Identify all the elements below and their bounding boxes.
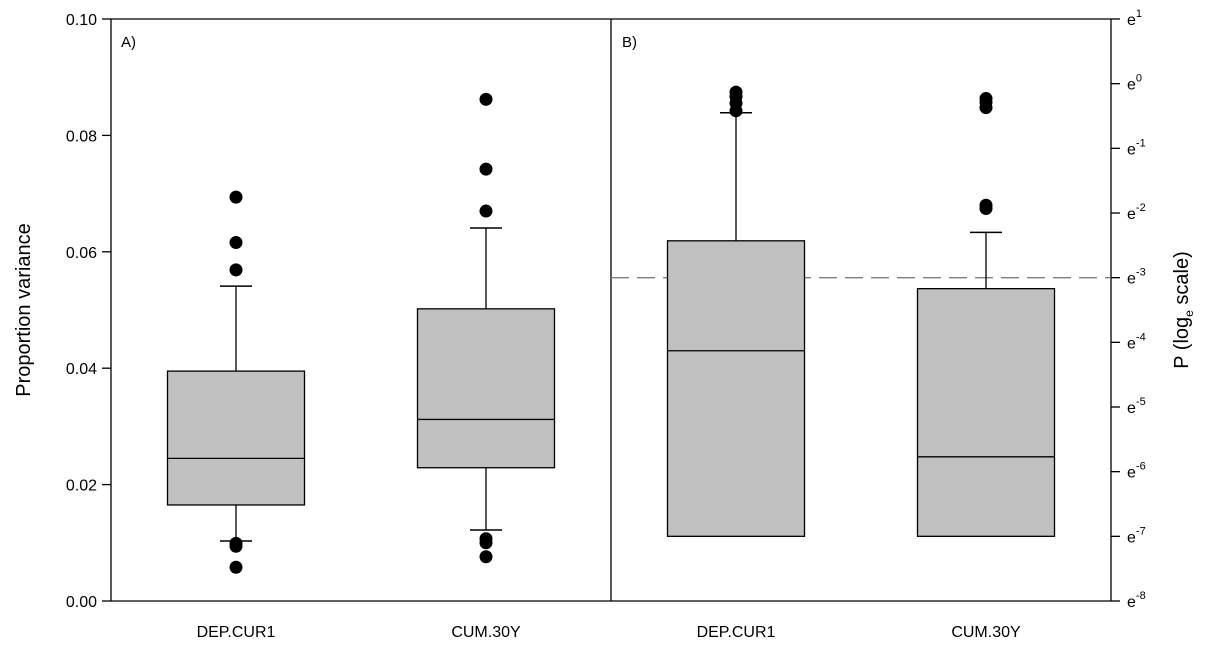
dep-a-outlier-point xyxy=(479,92,493,106)
right-tick-label: e-2 xyxy=(1127,202,1146,223)
right-tick-label: e-1 xyxy=(1127,137,1146,158)
dep-a-box xyxy=(166,370,306,506)
right-tick-label: e-3 xyxy=(1127,267,1146,288)
panel-a: 0.00 0.02 0.04 0.06 0.08 0.10 Proportion varia… xyxy=(13,12,1111,641)
right-tick-exponent: -5 xyxy=(1136,396,1146,408)
panel-b-box xyxy=(666,240,806,537)
dep-a-outlier-point xyxy=(229,560,243,574)
right-tick-base: e xyxy=(1127,465,1136,482)
y-tick-label: 0.00 xyxy=(66,594,97,611)
right-tick-base: e xyxy=(1127,271,1136,288)
y-axis-title: Proportion variance xyxy=(13,223,35,396)
right-tick-exponent: -8 xyxy=(1136,590,1146,602)
panel-b: DEP.CUR1 CUM.30Ye1e0e-1e-2e-3e-4e-5e-6e-7… xyxy=(611,8,1196,641)
right-tick-label: e-5 xyxy=(1127,396,1146,417)
right-tick-exponent: -4 xyxy=(1136,331,1146,343)
right-tick-exponent: 0 xyxy=(1136,73,1142,85)
panel-b-outlier-point xyxy=(979,101,993,115)
dep-a-outlier-point xyxy=(479,162,493,176)
right-tick-base: e xyxy=(1127,335,1136,352)
right-tick-exponent: -7 xyxy=(1136,525,1146,537)
right-axis-title: P (loge scale) xyxy=(1171,251,1196,368)
right-tick-exponent: -3 xyxy=(1136,267,1146,279)
right-tick-label: e-4 xyxy=(1127,331,1146,352)
panel-a-label: A) xyxy=(121,34,136,51)
right-tick-label: e-6 xyxy=(1127,461,1146,482)
dep-a-x-tick-label: DEP.CUR1 xyxy=(197,624,276,641)
right-tick-base: e xyxy=(1127,141,1136,158)
right-tick-label: e0 xyxy=(1127,73,1142,94)
right-axis-title-suffix: scale) xyxy=(1171,251,1193,310)
right-tick-base: e xyxy=(1127,77,1136,94)
panel-b-outlier-point xyxy=(729,104,743,118)
dep-a-outlier-point xyxy=(229,235,243,249)
dep-a-outlier-point xyxy=(479,536,493,550)
panel-b-outlier-point xyxy=(979,201,993,215)
right-axis-title-subscript: e xyxy=(1182,310,1196,317)
right-tick-label: e-7 xyxy=(1127,525,1146,546)
panel-b-label: B) xyxy=(622,34,637,51)
right-tick-label: e-8 xyxy=(1127,590,1146,611)
panel-b-x-tick-label: CUM.30Y xyxy=(951,624,1021,641)
right-tick-base: e xyxy=(1127,400,1136,417)
y-tick-label: 0.02 xyxy=(66,478,97,495)
y-tick-label: 0.04 xyxy=(66,361,97,378)
y-tick-label: 0.10 xyxy=(66,12,97,29)
right-tick-base: e xyxy=(1127,529,1136,546)
dep-a-outlier-point xyxy=(479,550,493,564)
panel-b-box xyxy=(916,288,1056,537)
right-tick-exponent: -1 xyxy=(1136,137,1146,149)
dep-a-outlier-point xyxy=(229,263,243,277)
right-tick-label: e1 xyxy=(1127,8,1142,29)
y-tick-label: 0.06 xyxy=(66,245,97,262)
dep-a-outlier-point xyxy=(479,204,493,218)
y-tick-label: 0.08 xyxy=(66,128,97,145)
panel-b-x-tick-label: DEP.CUR1 xyxy=(697,624,776,641)
right-tick-exponent: -2 xyxy=(1136,202,1146,214)
dep-a-box xyxy=(416,308,556,469)
dep-a-outlier-point xyxy=(229,190,243,204)
right-tick-base: e xyxy=(1127,594,1136,611)
right-axis-title-main: P (log xyxy=(1171,317,1193,369)
right-tick-exponent: -6 xyxy=(1136,461,1146,473)
right-tick-exponent: 1 xyxy=(1136,8,1142,20)
dep-a-outlier-point xyxy=(229,539,243,553)
right-tick-base: e xyxy=(1127,206,1136,223)
right-tick-base: e xyxy=(1127,12,1136,29)
dep-a-x-tick-label: CUM.30Y xyxy=(451,624,521,641)
